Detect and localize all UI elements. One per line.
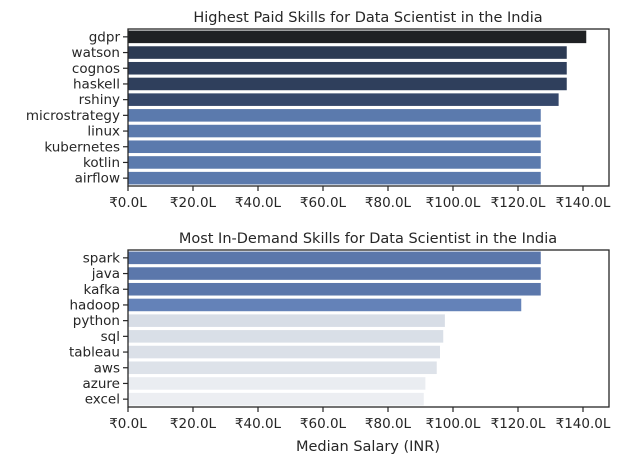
x-tick-label: ₹60.0L xyxy=(300,416,347,432)
bar-tableau xyxy=(128,345,440,359)
chart-title-bottom: Most In-Demand Skills for Data Scientist… xyxy=(179,231,557,247)
y-tick-label: sql xyxy=(101,329,120,345)
x-tick-label: ₹0.0L xyxy=(109,416,147,432)
y-tick-label: gdpr xyxy=(89,29,121,45)
x-tick-label: ₹20.0L xyxy=(170,195,217,211)
x-tick-label: ₹20.0L xyxy=(170,416,217,432)
bar-rshiny xyxy=(128,93,559,106)
bar-python xyxy=(128,314,445,327)
x-tick-label: ₹140.0L xyxy=(556,195,611,211)
bar-airflow xyxy=(128,171,541,185)
bar-kafka xyxy=(128,282,541,296)
bar-watson xyxy=(128,46,567,59)
x-axis-label: Median Salary (INR) xyxy=(296,439,440,455)
chart-panel-bottom: Most In-Demand Skills for Data Scientist… xyxy=(69,231,611,455)
x-tick-label: ₹0.0L xyxy=(109,195,147,211)
bar-sql xyxy=(128,330,444,343)
y-tick-label: excel xyxy=(85,392,120,408)
y-tick-label: haskell xyxy=(73,76,120,92)
chart-title-top: Highest Paid Skills for Data Scientist i… xyxy=(193,10,542,26)
bar-aws xyxy=(128,361,437,375)
y-tick-label: azure xyxy=(83,376,120,392)
bar-excel xyxy=(128,392,424,406)
x-tick-label: ₹60.0L xyxy=(300,195,347,211)
bar-kubernetes xyxy=(128,140,541,154)
axes-top: gdprwatsoncognoshaskellrshinymicrostrate… xyxy=(26,28,611,211)
x-tick-label: ₹80.0L xyxy=(365,416,412,432)
bar-microstrategy xyxy=(128,109,541,122)
bar-kotlin xyxy=(128,156,541,169)
y-tick-label: kotlin xyxy=(83,155,120,171)
y-tick-label: kafka xyxy=(84,282,120,298)
x-tick-label: ₹120.0L xyxy=(491,416,546,432)
x-tick-label: ₹40.0L xyxy=(235,416,282,432)
x-tick-label: ₹40.0L xyxy=(235,195,282,211)
x-tick-label: ₹120.0L xyxy=(491,195,546,211)
y-tick-label: spark xyxy=(83,250,120,266)
bars-bottom xyxy=(128,251,541,406)
x-tick-label: ₹100.0L xyxy=(426,416,481,432)
axes-bottom: sparkjavakafkahadooppythonsqltableauawsa… xyxy=(69,249,611,432)
bar-gdpr xyxy=(128,30,587,44)
y-tick-label: kubernetes xyxy=(44,139,120,155)
x-tick-label: ₹140.0L xyxy=(556,416,611,432)
bar-haskell xyxy=(128,77,567,91)
y-tick-label: hadoop xyxy=(70,297,121,313)
y-tick-label: java xyxy=(91,266,120,282)
y-tick-label: rshiny xyxy=(79,92,120,108)
bar-java xyxy=(128,267,541,280)
bars-top xyxy=(128,30,587,185)
chart-panel-top: Highest Paid Skills for Data Scientist i… xyxy=(26,10,611,211)
y-tick-label: cognos xyxy=(72,61,120,77)
y-tick-label: python xyxy=(73,313,120,329)
bar-cognos xyxy=(128,61,567,75)
y-tick-label: tableau xyxy=(69,345,120,361)
y-tick-label: linux xyxy=(87,124,120,140)
y-tick-label: airflow xyxy=(75,171,120,187)
bar-hadoop xyxy=(128,298,522,312)
bar-linux xyxy=(128,124,541,138)
y-tick-label: microstrategy xyxy=(26,108,120,124)
y-tick-label: aws xyxy=(94,360,120,376)
x-tick-label: ₹80.0L xyxy=(365,195,412,211)
bar-azure xyxy=(128,377,426,390)
axes-frame xyxy=(127,249,610,408)
y-tick-label: watson xyxy=(72,45,120,61)
x-tick-label: ₹100.0L xyxy=(426,195,481,211)
bar-spark xyxy=(128,251,541,265)
axes-frame xyxy=(127,28,610,187)
